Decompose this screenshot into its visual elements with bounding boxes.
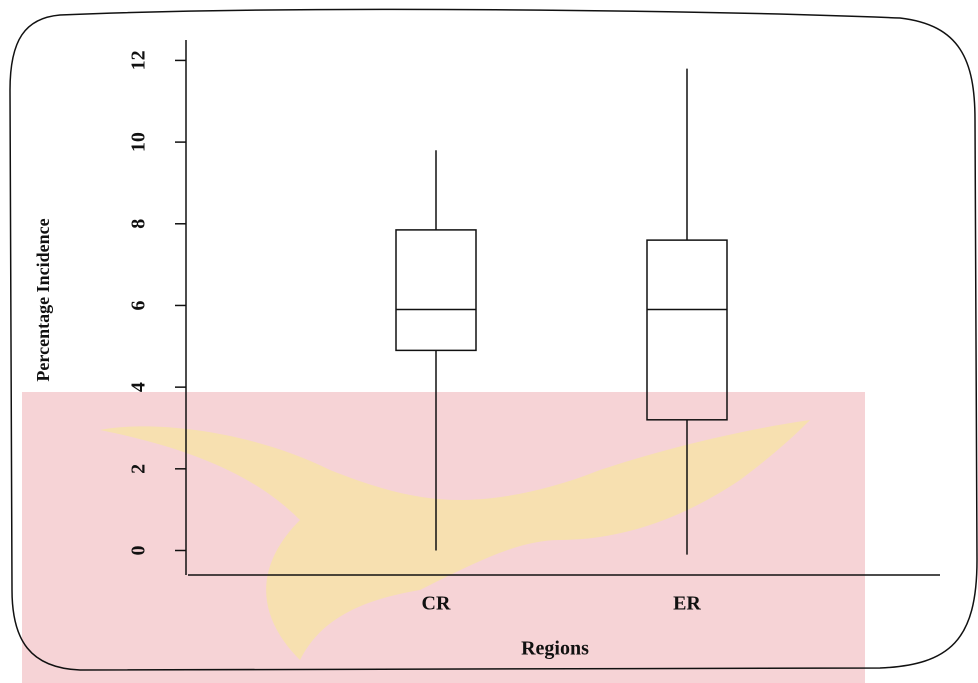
- y-tick-label: 10: [128, 132, 150, 152]
- y-tick-label: 2: [128, 464, 150, 474]
- box: [396, 230, 476, 350]
- y-tick-label: 0: [128, 545, 150, 555]
- y-tick-label: 12: [128, 50, 150, 70]
- chart: Regions Percentage Incidence 0 2 4 6 8 10 12 CR…: [0, 0, 978, 683]
- page: {"chart_data": {"type": "box", "x_label"…: [0, 0, 978, 683]
- y-axis-label: Percentage Incidence: [33, 218, 53, 381]
- y-tick-label: 8: [128, 219, 150, 229]
- y-tick-label: 4: [128, 382, 150, 392]
- x-tick-label: CR: [422, 593, 451, 615]
- y-tick-label: 6: [128, 300, 150, 310]
- x-tick-label: ER: [673, 593, 701, 615]
- x-axis-label: Regions: [521, 638, 589, 660]
